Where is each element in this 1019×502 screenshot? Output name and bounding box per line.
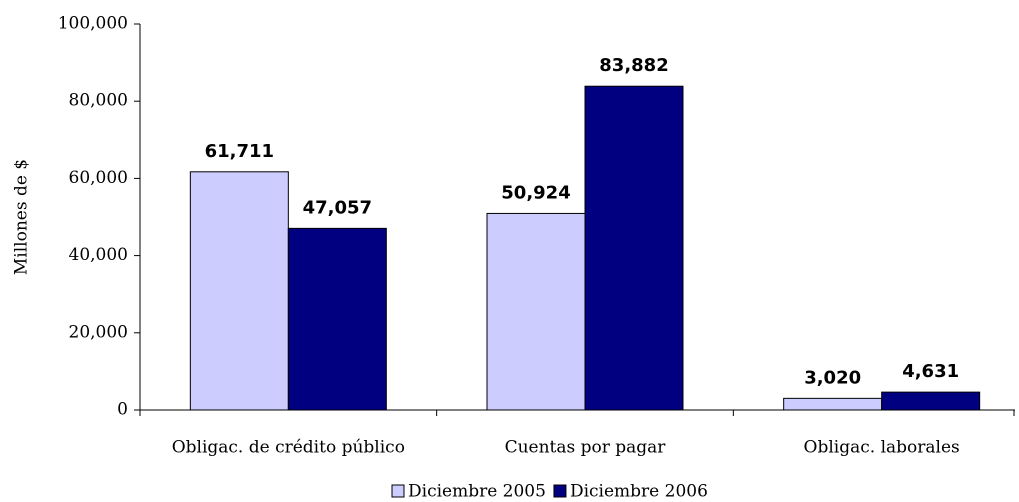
y-tick-label: 20,000 xyxy=(69,322,128,342)
bar xyxy=(189,171,289,411)
bar xyxy=(881,391,981,411)
y-axis-label: Millones de $ xyxy=(12,159,32,275)
x-tick-label: Obligac. laborales xyxy=(804,438,960,458)
value-label: 3,020 xyxy=(804,367,861,388)
x-tick-label: Obligac. de crédito público xyxy=(172,438,405,458)
legend-swatch xyxy=(553,484,567,498)
value-label: 50,924 xyxy=(501,182,570,203)
y-tick-label: 60,000 xyxy=(69,168,128,188)
bar xyxy=(783,397,883,411)
x-tick-label: Cuentas por pagar xyxy=(505,438,667,458)
bar xyxy=(584,85,684,411)
y-tick-label: 40,000 xyxy=(69,245,128,265)
bar xyxy=(486,212,586,411)
legend-label: Diciembre 2005 xyxy=(408,482,546,502)
y-tick-label: 80,000 xyxy=(69,91,128,111)
y-tick-label: 100,000 xyxy=(58,14,128,34)
value-label: 4,631 xyxy=(902,361,959,382)
bar xyxy=(287,227,387,411)
value-label: 61,711 xyxy=(205,141,274,162)
y-tick-label: 0 xyxy=(117,400,128,420)
legend-label: Diciembre 2006 xyxy=(570,482,708,502)
value-label: 47,057 xyxy=(303,197,372,218)
value-label: 83,882 xyxy=(599,55,668,76)
legend-swatch xyxy=(391,484,405,498)
